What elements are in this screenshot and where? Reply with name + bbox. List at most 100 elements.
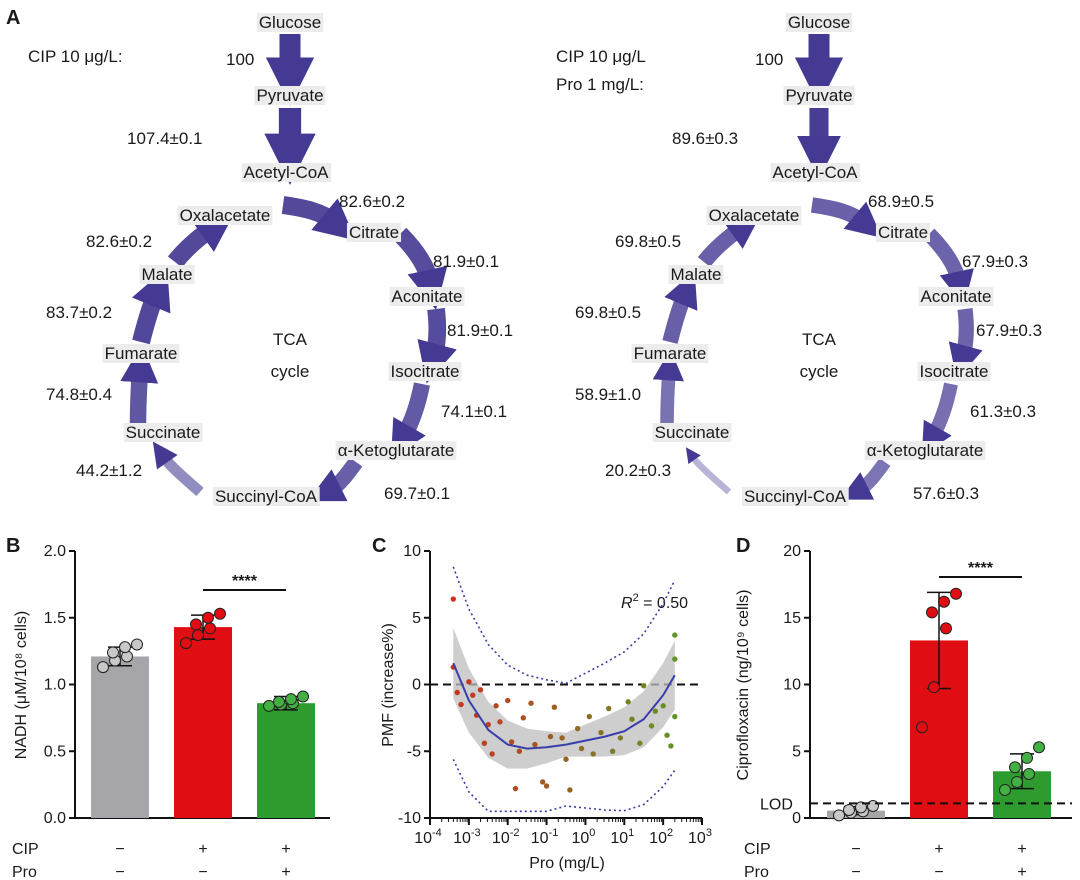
data-point [192, 629, 204, 642]
data-point [520, 715, 526, 721]
flux-arrow [281, 196, 357, 241]
node-succinyl-coa: Succinyl-CoA [215, 487, 318, 506]
cip-sign: + [281, 841, 290, 858]
node-label-bg [918, 287, 994, 306]
data-point [516, 748, 523, 754]
node-label-bg [741, 487, 849, 506]
flux-arrow [662, 270, 698, 344]
node-label-bg [785, 13, 853, 32]
data-point [470, 692, 476, 698]
panel-c-letter: C [372, 535, 386, 557]
x-tick-label: 10-1 [531, 827, 559, 847]
flux-isocitrate-akg: 61.3±0.3 [970, 402, 1036, 421]
data-point [97, 661, 109, 674]
data-point [547, 733, 554, 740]
panel-a: A CIP 10 μg/L: Glucose Pyruvate Acetyl-C… [6, 7, 1042, 506]
flux-arrow [923, 228, 974, 306]
node-isocitrate: Isocitrate [391, 362, 460, 381]
pathway-left-nodes: Glucose Pyruvate Acetyl-CoA Citrate Acon… [102, 13, 465, 506]
flux-arrow [417, 307, 457, 384]
data-point [489, 751, 495, 757]
tca-label-line-1: TCA [802, 330, 837, 349]
panel-d-plot: 0 5 10 15 20 − − + − + + CIP Pro **** LOD [744, 543, 1072, 880]
panel-d: D Ciprofloxacin (ng/10⁹ cells) 0 5 10 15 20 −… [735, 535, 1072, 880]
panel-c-xlabel: Pro (mg/L) [529, 855, 605, 872]
confidence-band [453, 627, 675, 769]
flux-arrow [390, 382, 430, 459]
data-point [928, 681, 940, 694]
bar [174, 627, 232, 818]
tca-label-line-2: cycle [800, 362, 839, 381]
pro-sign: + [281, 864, 290, 880]
data-point [629, 716, 635, 722]
flux-succinate-fumarate: 58.9±1.0 [575, 385, 641, 404]
data-point [672, 632, 678, 638]
pathway-left: CIP 10 μg/L: Glucose Pyruvate Acetyl-CoA… [28, 13, 513, 506]
y-tick-label: 2.0 [44, 543, 66, 560]
data-point [214, 607, 226, 620]
data-point [867, 799, 879, 812]
cip-sign: + [934, 841, 943, 858]
data-point [119, 641, 131, 654]
node-isocitrate: Isocitrate [920, 362, 989, 381]
flux-arrow [697, 213, 762, 267]
significance-stars: **** [232, 573, 258, 590]
data-point [551, 704, 558, 710]
data-point [559, 735, 565, 741]
pathway-right: CIP 10 μg/L Pro 1 mg/L: Glucose Pyruvate… [556, 13, 1042, 506]
prediction-band-upper [452, 566, 676, 685]
flux-succinate-fumarate: 74.8±0.4 [46, 385, 112, 404]
node-acetyl-coa: Acetyl-CoA [772, 163, 858, 182]
data-point [563, 756, 569, 762]
data-point [1033, 741, 1045, 754]
flux-malate-oxalacetate: 82.6±0.2 [86, 232, 152, 251]
y-tick-label: -5 [407, 743, 421, 760]
node-label-bg [241, 163, 332, 182]
data-point [637, 740, 643, 746]
data-point [668, 743, 674, 749]
data-point [1009, 761, 1021, 774]
condition-right-line-2: Pro 1 mg/L: [556, 75, 644, 94]
data-point [926, 606, 938, 619]
row-label-cip: CIP [12, 841, 39, 858]
data-point [497, 719, 503, 725]
flux-to-citrate: 82.6±0.2 [339, 192, 405, 211]
pathway-right-nodes: Glucose Pyruvate Acetyl-CoA Citrate Acon… [631, 13, 994, 506]
node-succinyl-coa: Succinyl-CoA [744, 487, 847, 506]
x-tick-label: 101 [610, 827, 634, 847]
condition-left-line-1: CIP 10 μg/L: [28, 47, 123, 66]
node-pyruvate: Pyruvate [785, 86, 852, 105]
node-label-bg [770, 163, 861, 182]
flux-citrate-aconitate: 81.9±0.1 [433, 252, 499, 271]
data-point [672, 656, 678, 662]
node-glucose: Glucose [259, 13, 321, 32]
node-label-bg [389, 287, 465, 306]
flux-arrow [948, 308, 983, 380]
row-label-cip: CIP [744, 841, 771, 858]
flux-citrate-aconitate: 67.9±0.3 [962, 252, 1028, 271]
node-succinate: Succinate [655, 423, 730, 442]
data-point [1023, 767, 1035, 780]
fit-line [452, 662, 676, 750]
data-point [190, 618, 202, 631]
flux-arrow [685, 447, 732, 495]
node-fumarate: Fumarate [634, 344, 707, 363]
node-acetyl-coa: Acetyl-CoA [243, 163, 329, 182]
bar [257, 703, 315, 818]
y-tick-label: 0.0 [44, 810, 66, 827]
flux-arrow [131, 267, 171, 345]
data-point [598, 729, 604, 736]
flux-fumarate-malate: 69.8±0.5 [575, 303, 641, 322]
y-tick-label: 1.5 [44, 610, 66, 627]
panel-b-letter: B [6, 535, 20, 557]
node-label-bg [783, 86, 855, 105]
data-point [999, 783, 1011, 796]
condition-right-line-1: CIP 10 μg/L [556, 47, 646, 66]
y-tick-label: 5 [792, 743, 801, 760]
data-point [567, 787, 573, 793]
data-point [450, 596, 457, 602]
data-point [539, 779, 546, 785]
flux-pyruvate-acetylcoa: 89.6±0.3 [672, 129, 738, 148]
